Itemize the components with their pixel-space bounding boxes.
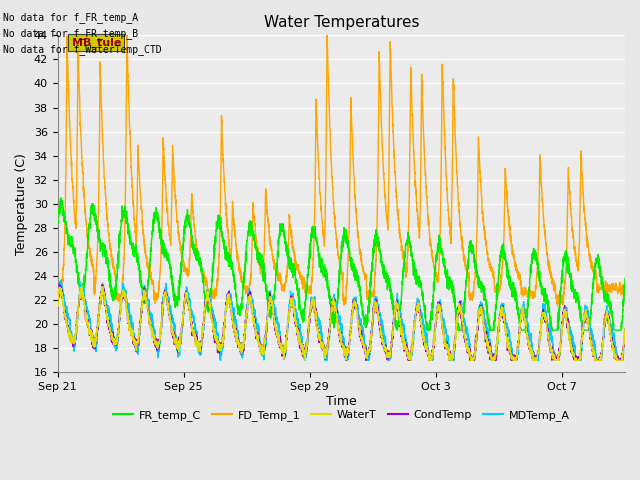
Y-axis label: Temperature (C): Temperature (C)	[15, 153, 28, 255]
Text: MB_tule: MB_tule	[72, 38, 121, 48]
X-axis label: Time: Time	[326, 395, 356, 408]
Legend: FR_temp_C, FD_Temp_1, WaterT, CondTemp, MDTemp_A: FR_temp_C, FD_Temp_1, WaterT, CondTemp, …	[109, 406, 574, 426]
Text: No data for f_WaterTemp_CTD: No data for f_WaterTemp_CTD	[3, 44, 162, 55]
Text: No data for f_FR_temp_B: No data for f_FR_temp_B	[3, 28, 138, 39]
Title: Water Temperatures: Water Temperatures	[264, 15, 419, 30]
Text: No data for f_FR_temp_A: No data for f_FR_temp_A	[3, 12, 138, 23]
